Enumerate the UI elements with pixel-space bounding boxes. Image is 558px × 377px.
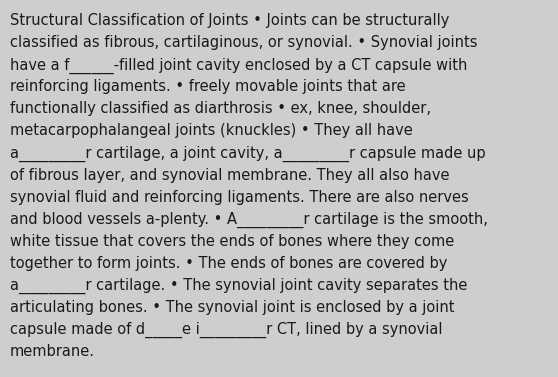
Text: together to form joints. • The ends of bones are covered by: together to form joints. • The ends of b… (10, 256, 448, 271)
Text: synovial fluid and reinforcing ligaments. There are also nerves: synovial fluid and reinforcing ligaments… (10, 190, 469, 205)
Text: a_________r cartilage, a joint cavity, a_________r capsule made up: a_________r cartilage, a joint cavity, a… (10, 146, 485, 162)
Text: Structural Classification of Joints • Joints can be structurally: Structural Classification of Joints • Jo… (10, 13, 449, 28)
Text: have a f______-filled joint cavity enclosed by a CT capsule with: have a f______-filled joint cavity enclo… (10, 57, 468, 74)
Text: of fibrous layer, and synovial membrane. They all also have: of fibrous layer, and synovial membrane.… (10, 168, 450, 182)
Text: capsule made of d_____e i_________r CT, lined by a synovial: capsule made of d_____e i_________r CT, … (10, 322, 442, 338)
Text: articulating bones. • The synovial joint is enclosed by a joint: articulating bones. • The synovial joint… (10, 300, 455, 315)
Text: reinforcing ligaments. • freely movable joints that are: reinforcing ligaments. • freely movable … (10, 80, 406, 94)
Text: classified as fibrous, cartilaginous, or synovial. • Synovial joints: classified as fibrous, cartilaginous, or… (10, 35, 478, 50)
Text: functionally classified as diarthrosis • ex, knee, shoulder,: functionally classified as diarthrosis •… (10, 101, 431, 116)
Text: membrane.: membrane. (10, 344, 95, 359)
Text: a_________r cartilage. • The synovial joint cavity separates the: a_________r cartilage. • The synovial jo… (10, 278, 468, 294)
Text: metacarpophalangeal joints (knuckles) • They all have: metacarpophalangeal joints (knuckles) • … (10, 124, 413, 138)
Text: white tissue that covers the ends of bones where they come: white tissue that covers the ends of bon… (10, 234, 454, 249)
Text: and blood vessels a-plenty. • A_________r cartilage is the smooth,: and blood vessels a-plenty. • A_________… (10, 212, 488, 228)
